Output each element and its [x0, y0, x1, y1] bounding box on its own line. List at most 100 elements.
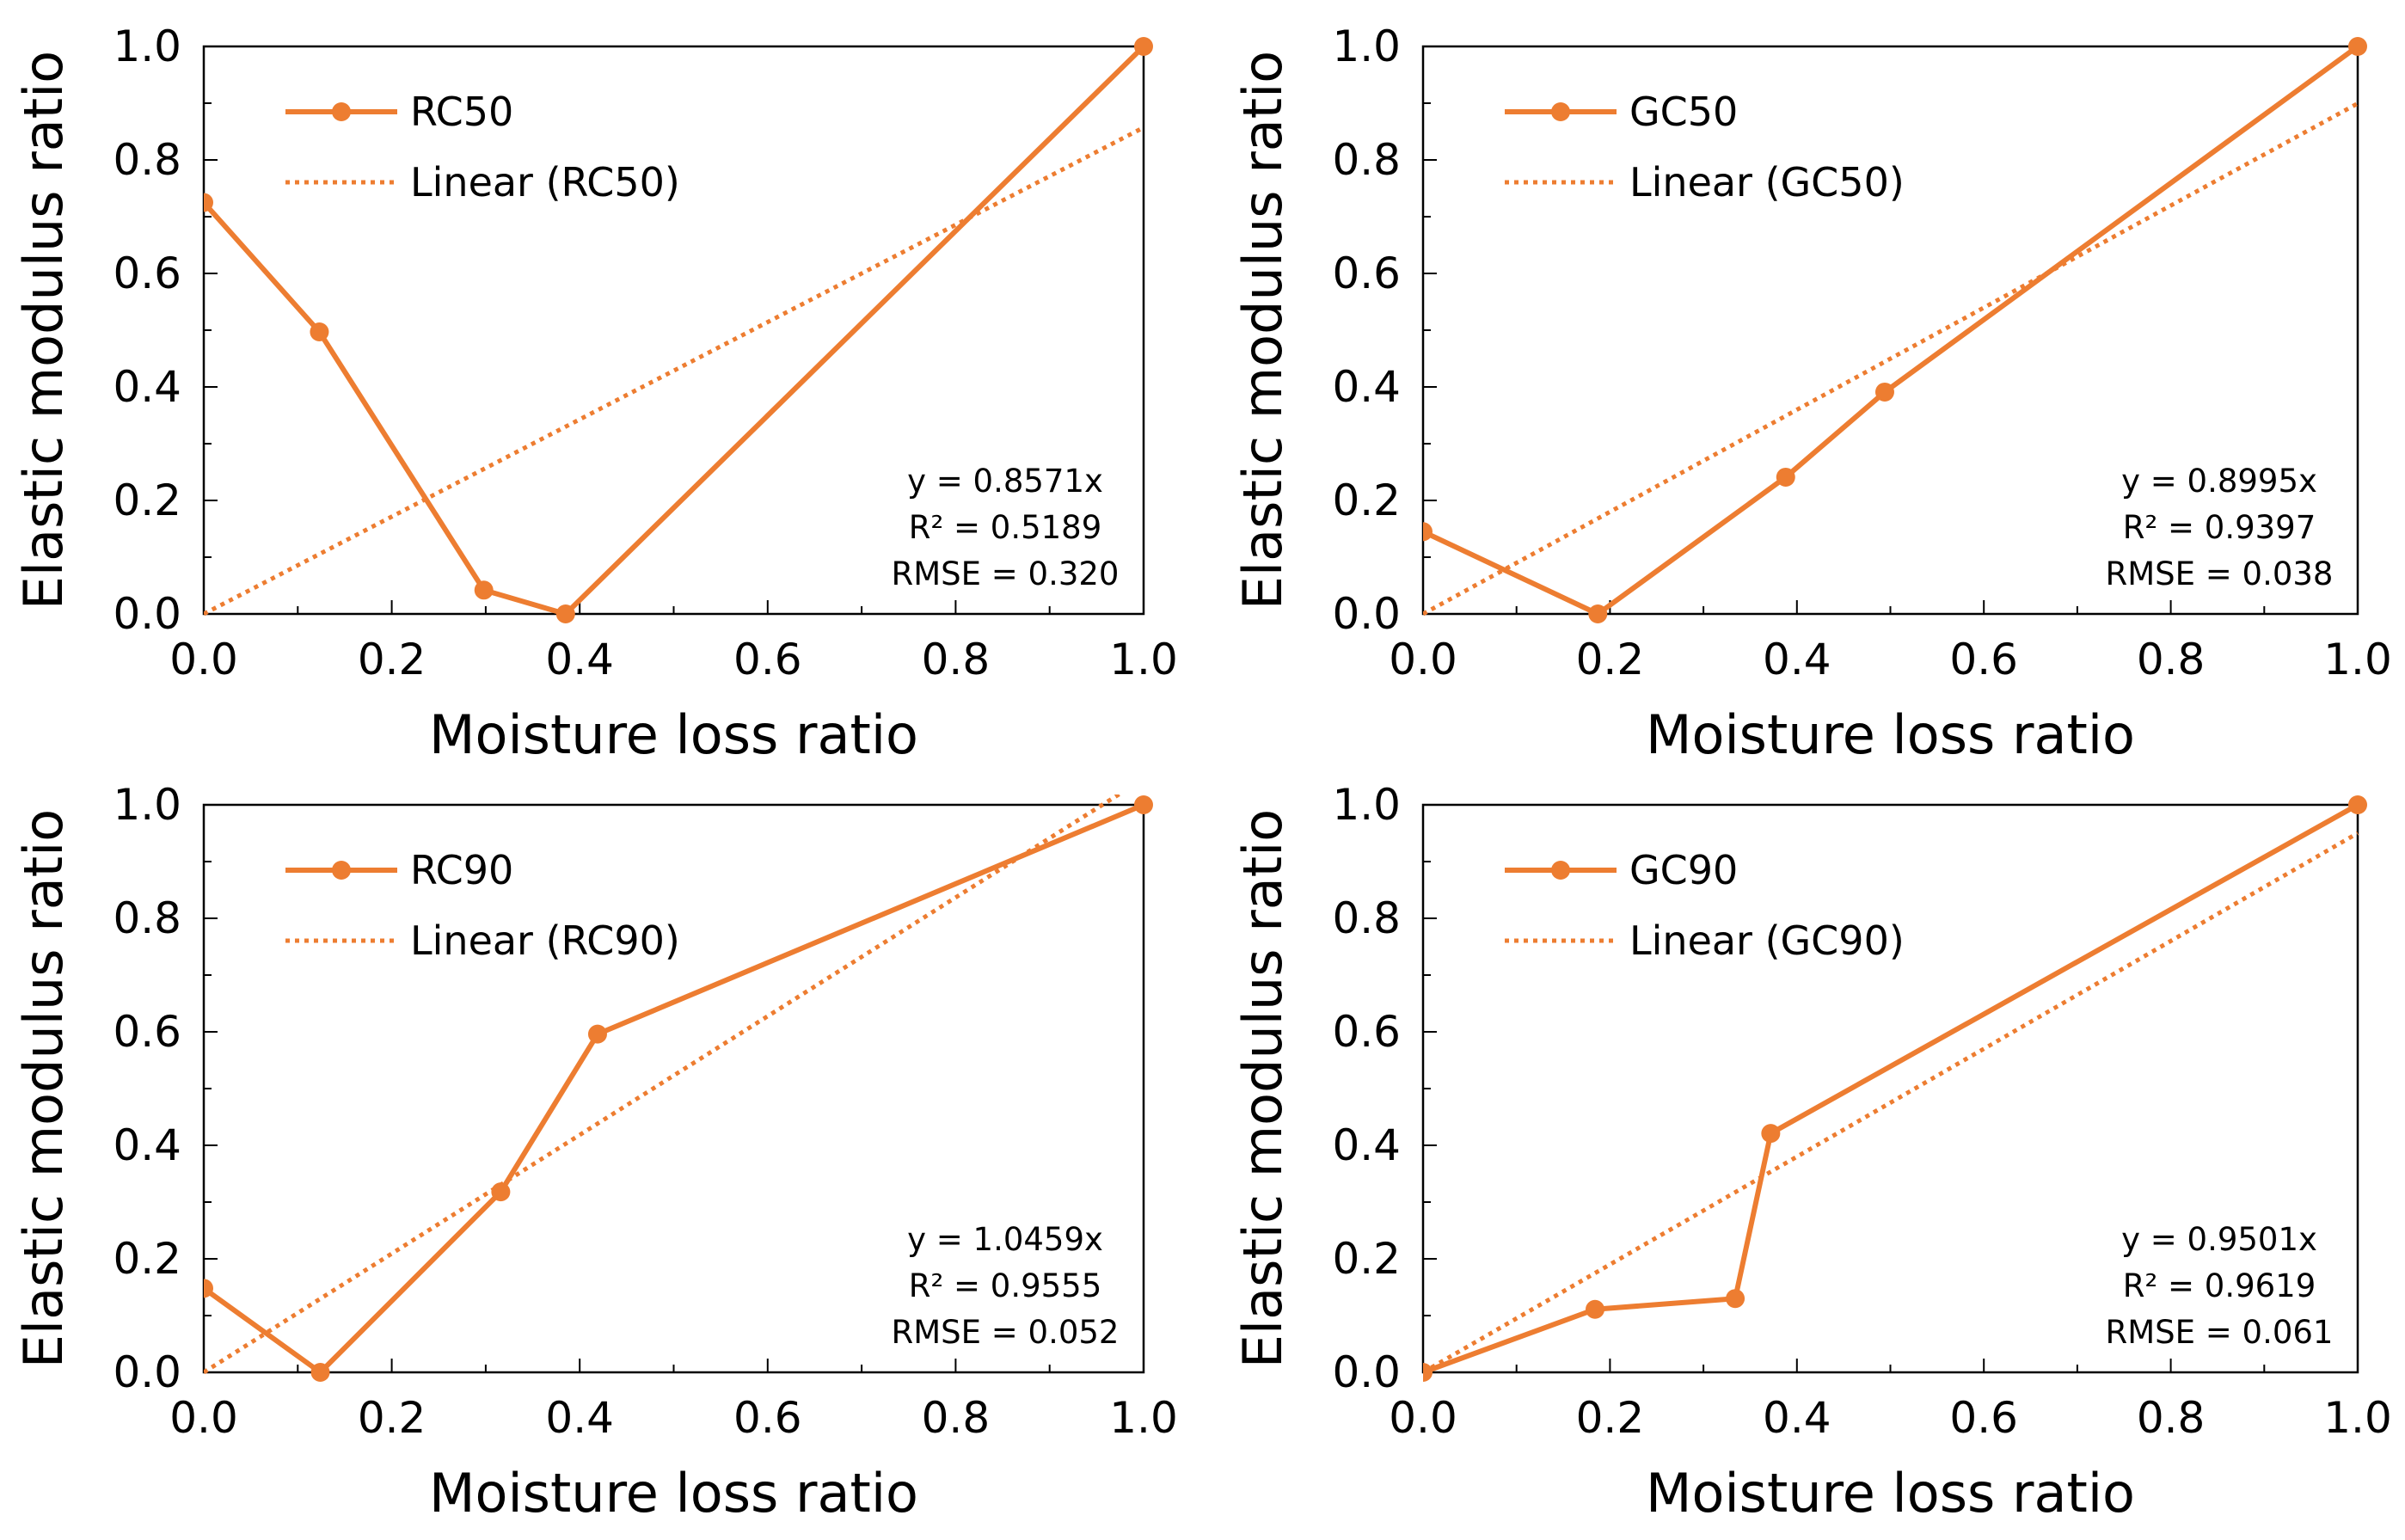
chart-panel-1: 0.0 0.2 0.4 0.6 0.8 1.0 0.0 0.2 0.4 0.6 0.8 1.0 Mois…	[12, 21, 1178, 766]
x-tick-label: 0.8	[922, 635, 991, 684]
legend-series-marker	[332, 102, 351, 121]
fit-annotation-line: RMSE = 0.038	[2106, 555, 2334, 592]
y-axis-label: Elastic modulus ratio	[12, 809, 75, 1369]
y-tick-label: 0.0	[1332, 1347, 1401, 1397]
data-point	[1134, 795, 1153, 814]
x-tick-label: 1.0	[2323, 635, 2392, 684]
fit-annotation-line: R² = 0.9555	[909, 1267, 1102, 1304]
fit-annotation-line: RMSE = 0.320	[892, 555, 1120, 592]
y-tick-label: 0.6	[113, 1007, 181, 1057]
fit-annotation-line: y = 1.0459x	[907, 1221, 1103, 1258]
legend-series-marker	[1551, 861, 1570, 880]
legend-trendline-label: Linear (GC90)	[1629, 917, 1905, 964]
chart-panel-4: 0.0 0.2 0.4 0.6 0.8 1.0 0.0 0.2 0.4 0.6 0.8 1.0 Mois…	[1231, 780, 2392, 1525]
fit-annotation-line: R² = 0.5189	[909, 509, 1102, 546]
data-point	[1423, 1363, 1433, 1382]
x-tick-label: 0.4	[1763, 1393, 1831, 1443]
x-tick-label: 0.2	[358, 635, 426, 684]
data-point	[2348, 795, 2367, 814]
trendline	[1423, 831, 2359, 1375]
x-tick-label: 0.6	[1949, 1393, 2018, 1443]
x-tick-label: 0.2	[1576, 1393, 1645, 1443]
fit-annotation-line: R² = 0.9397	[2123, 509, 2316, 546]
chart-panel-2: 0.0 0.2 0.4 0.6 0.8 1.0 0.0 0.2 0.4 0.6 0.8 1.0 Mois…	[1231, 21, 2392, 766]
y-tick-label: 0.2	[113, 1234, 181, 1284]
y-tick-label: 0.8	[113, 135, 181, 185]
x-tick-label: 0.4	[1763, 635, 1831, 684]
y-tick-label: 0.8	[113, 893, 181, 943]
y-tick-label: 1.0	[113, 21, 181, 71]
data-point	[587, 1024, 607, 1044]
x-tick-label: 0.8	[2137, 1393, 2206, 1443]
x-axis-label: Moisture loss ratio	[429, 703, 918, 766]
y-tick-label: 0.8	[1332, 135, 1401, 185]
data-point	[2348, 37, 2367, 56]
chart-panel-3: 0.0 0.2 0.4 0.6 0.8 1.0 0.0 0.2 0.4 0.6 0.8 1.0 Mois…	[12, 780, 1178, 1525]
y-axis-label: Elastic modulus ratio	[1231, 809, 1294, 1369]
legend-series-marker	[332, 861, 351, 880]
x-tick-label: 0.2	[358, 1393, 426, 1443]
y-tick-label: 0.2	[1332, 475, 1401, 525]
data-point	[555, 604, 575, 623]
legend-trendline-label: Linear (GC50)	[1629, 159, 1905, 206]
trendline	[1423, 101, 2359, 617]
data-point	[474, 580, 494, 600]
x-axis-label: Moisture loss ratio	[1646, 1462, 2135, 1525]
fit-annotation-line: RMSE = 0.061	[2106, 1314, 2334, 1351]
legend-trendline-label: Linear (RC90)	[410, 917, 680, 964]
x-tick-label: 0.4	[545, 1393, 614, 1443]
data-point	[1761, 1124, 1781, 1144]
x-tick-label: 0.0	[169, 635, 238, 684]
data-point	[1726, 1289, 1745, 1309]
data-point	[1586, 1299, 1605, 1319]
data-point	[204, 193, 213, 212]
y-axis-label: Elastic modulus ratio	[12, 51, 75, 610]
x-tick-label: 0.2	[1576, 635, 1645, 684]
fit-annotation-line: R² = 0.9619	[2123, 1267, 2316, 1304]
y-tick-label: 0.4	[1332, 1120, 1401, 1170]
x-tick-label: 0.6	[1949, 635, 2018, 684]
trendline	[204, 126, 1145, 617]
y-tick-label: 0.0	[113, 589, 181, 639]
x-tick-label: 1.0	[1109, 635, 1178, 684]
y-tick-label: 0.2	[113, 475, 181, 525]
data-point	[1134, 37, 1153, 56]
x-tick-label: 0.0	[1389, 1393, 1457, 1443]
legend-series-label: RC50	[410, 89, 513, 135]
y-tick-label: 0.8	[1332, 893, 1401, 943]
x-tick-label: 0.4	[545, 635, 614, 684]
x-tick-label: 0.0	[169, 1393, 238, 1443]
fit-annotation-line: y = 0.8571x	[907, 463, 1103, 500]
data-point	[310, 322, 329, 341]
legend-series-label: GC50	[1629, 89, 1738, 135]
plot-area	[204, 37, 1153, 623]
y-tick-label: 1.0	[113, 780, 181, 830]
y-tick-label: 0.4	[1332, 362, 1401, 412]
fit-annotation-line: RMSE = 0.052	[892, 1314, 1120, 1351]
x-tick-label: 0.6	[733, 1393, 802, 1443]
plot-area	[1423, 795, 2367, 1382]
fit-annotation-line: y = 0.8995x	[2121, 463, 2317, 500]
x-tick-label: 0.6	[733, 635, 802, 684]
data-point	[1423, 522, 1433, 542]
data-point	[1874, 382, 1894, 402]
plot-area	[1423, 37, 2367, 623]
x-tick-label: 1.0	[1109, 1393, 1178, 1443]
y-tick-label: 0.6	[113, 248, 181, 298]
data-point	[310, 1363, 330, 1382]
legend-series-label: GC90	[1629, 847, 1738, 893]
x-axis-label: Moisture loss ratio	[429, 1462, 918, 1525]
data-point	[204, 1279, 213, 1298]
y-tick-label: 0.2	[1332, 1234, 1401, 1284]
y-tick-label: 0.4	[113, 362, 181, 412]
legend-trendline-label: Linear (RC50)	[410, 159, 680, 206]
data-point	[1588, 604, 1608, 623]
y-tick-label: 0.0	[1332, 589, 1401, 639]
x-axis-label: Moisture loss ratio	[1646, 703, 2135, 766]
y-tick-label: 0.4	[113, 1120, 181, 1170]
data-point	[1776, 467, 1795, 487]
y-tick-label: 1.0	[1332, 21, 1401, 71]
x-tick-label: 0.8	[922, 1393, 991, 1443]
x-tick-label: 0.0	[1389, 635, 1457, 684]
